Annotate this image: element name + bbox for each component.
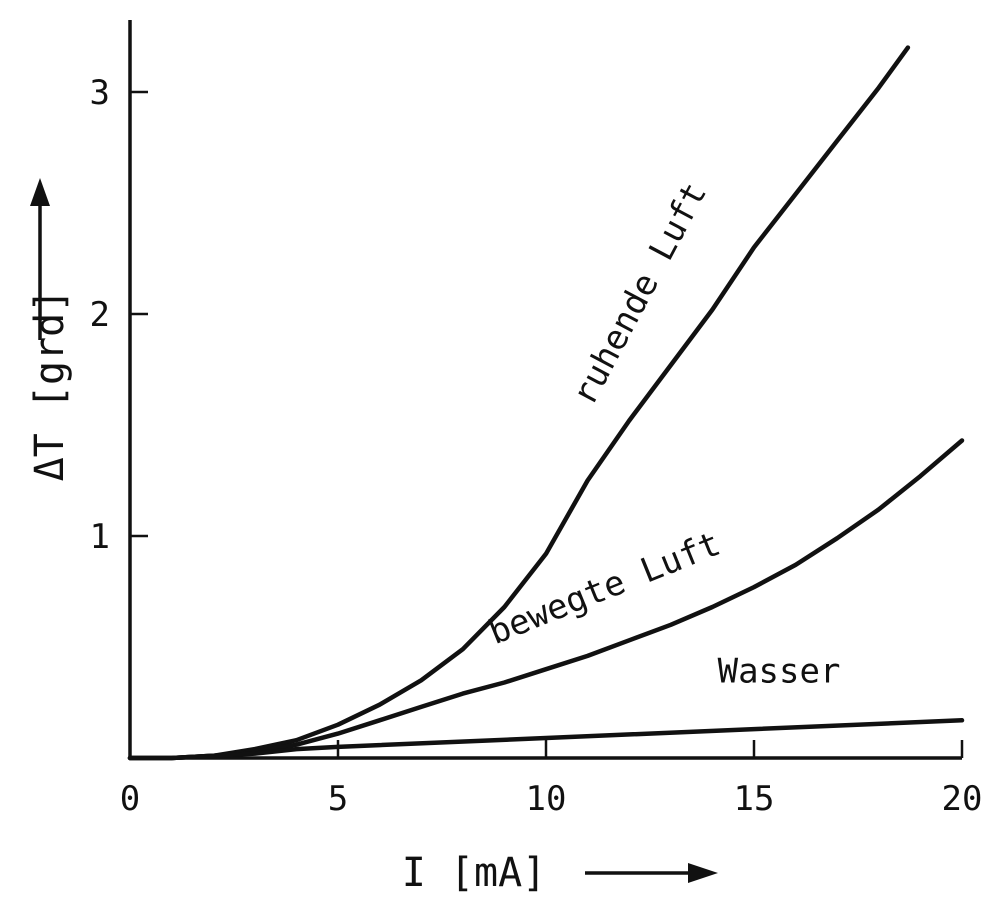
- y-axis-title: ΔT [grd]: [27, 289, 73, 482]
- series-line: [127, 718, 965, 761]
- series-line: [127, 438, 965, 761]
- x-tick-label: 20: [942, 779, 983, 819]
- y-tick-label: 1: [90, 517, 110, 557]
- x-tick-label: 5: [328, 779, 348, 819]
- series-lines: [127, 45, 965, 761]
- axes: [128, 20, 962, 760]
- x-tick-label: 10: [526, 779, 567, 819]
- x-tick-label: 0: [120, 779, 140, 819]
- x-axis-arrowhead: [688, 863, 718, 883]
- series-label: Wasser: [718, 652, 841, 692]
- y-axis-arrowhead: [30, 178, 50, 206]
- ticks: 0 5 10 15 20 1 2 3: [90, 73, 983, 819]
- x-tick-label: 15: [734, 779, 775, 819]
- y-tick-label: 3: [90, 73, 110, 113]
- x-axis-label: I [mA]: [402, 850, 547, 896]
- y-axis-label: ΔT [grd]: [27, 289, 73, 482]
- y-tick-label: 2: [90, 295, 110, 335]
- series-label: ruhende Luft: [564, 176, 715, 412]
- series-line: [127, 45, 911, 761]
